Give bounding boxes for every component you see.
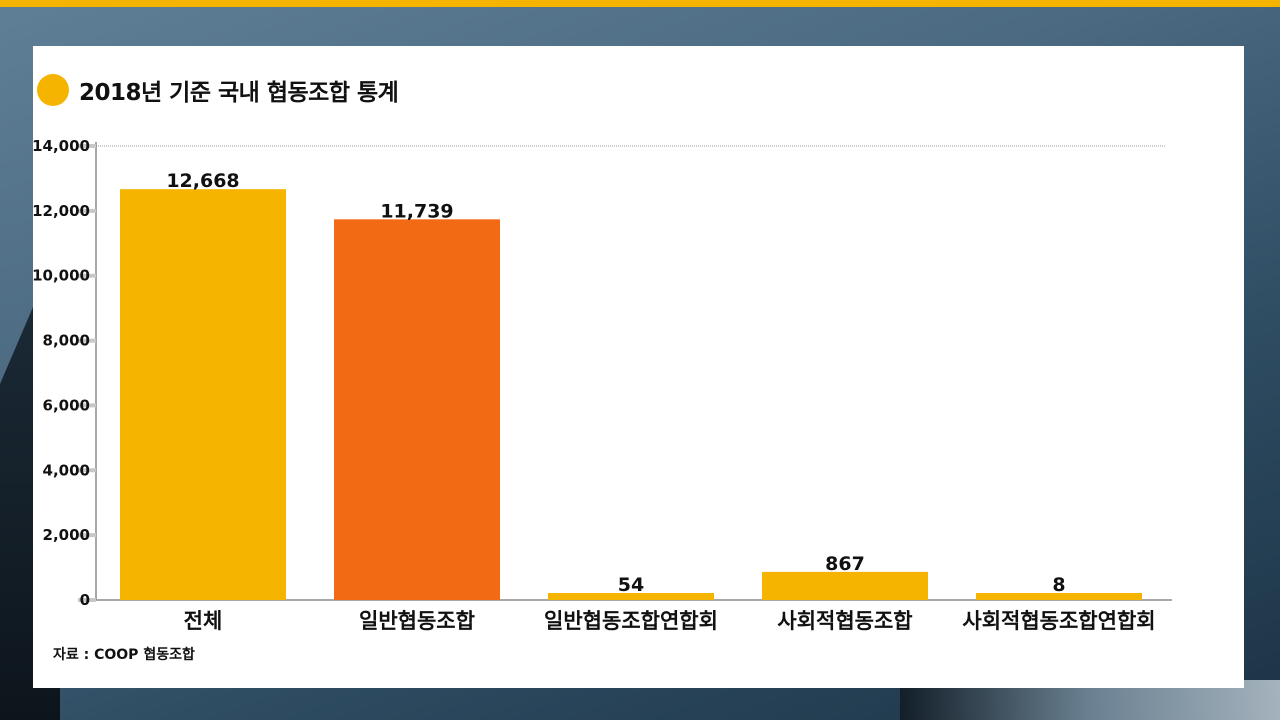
bar xyxy=(762,571,928,600)
y-tick-label: 4,000 xyxy=(43,461,90,479)
category-label: 일반협동조합 xyxy=(359,609,475,633)
top-accent-stripe xyxy=(0,0,1280,7)
chart-title-row: 2018년 기준 국내 협동조합 통계 xyxy=(37,74,399,106)
bar-value-label: 12,668 xyxy=(166,170,239,192)
category-label: 사회적협동조합연합회 xyxy=(962,609,1155,633)
category-label: 전체 xyxy=(184,609,223,633)
y-tick-label: 8,000 xyxy=(43,332,90,350)
bar-value-label: 867 xyxy=(825,553,865,575)
bar-value-label: 11,739 xyxy=(380,200,453,222)
bar xyxy=(120,189,286,600)
y-tick-label: 2,000 xyxy=(43,526,90,544)
y-tick-label: 0 xyxy=(80,591,90,609)
bar-value-label: 54 xyxy=(618,574,644,596)
bar-chart: 0 2,000 4,000 6,000 8,000 10,000 12,000 14,000 1… xyxy=(33,137,1172,633)
category-label: 사회적협동조합 xyxy=(777,609,912,633)
y-tick-label: 12,000 xyxy=(33,202,90,220)
y-tick-label: 10,000 xyxy=(33,267,90,285)
source-note: 자료 : COOP 협동조합 xyxy=(53,647,195,663)
bar xyxy=(334,219,500,601)
y-tick-label: 14,000 xyxy=(33,137,90,155)
chart-title: 2018년 기준 국내 협동조합 통계 xyxy=(79,80,399,106)
category-label: 일반협동조합연합회 xyxy=(544,609,718,633)
chart-panel: 0 2,000 4,000 6,000 8,000 10,000 12,000 14,000 1… xyxy=(33,46,1244,688)
y-tick-label: 6,000 xyxy=(43,396,90,414)
bar xyxy=(976,593,1142,600)
title-bullet-icon xyxy=(37,74,69,106)
bar xyxy=(548,593,714,600)
bar-value-label: 8 xyxy=(1052,574,1065,596)
